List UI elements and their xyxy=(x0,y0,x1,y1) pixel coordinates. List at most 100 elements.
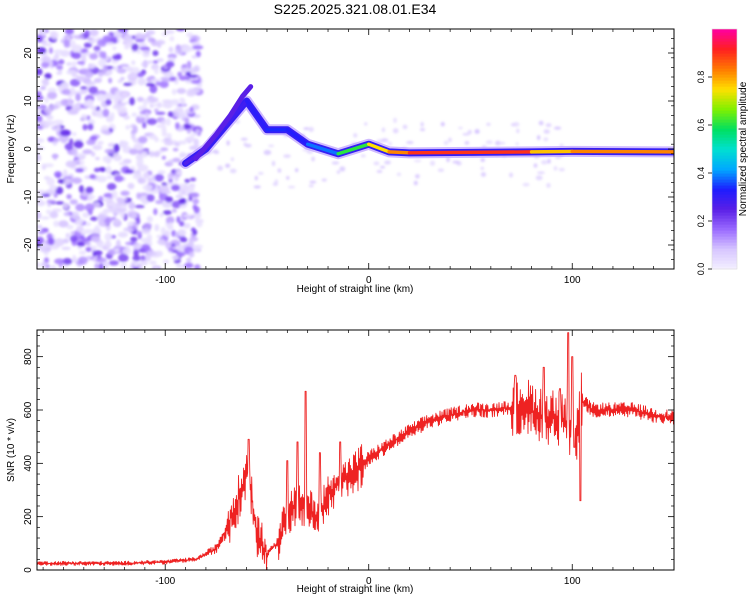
noise-speckle xyxy=(283,154,291,158)
noise-speckle xyxy=(165,216,175,224)
noise-speckle xyxy=(194,264,201,269)
noise-speckle xyxy=(149,260,157,266)
noise-speckle xyxy=(546,182,551,188)
noise-speckle xyxy=(161,182,168,187)
noise-speckle xyxy=(553,126,562,130)
noise-speckle xyxy=(287,185,296,189)
noise-speckle xyxy=(93,78,102,83)
noise-speckle xyxy=(113,143,120,152)
noise-speckle xyxy=(76,225,84,233)
noise-speckle xyxy=(41,193,51,197)
colorbar-strip xyxy=(712,80,737,84)
colorbar-strip xyxy=(712,95,737,99)
noise-speckle xyxy=(63,176,73,180)
noise-speckle xyxy=(146,250,157,257)
noise-speckle xyxy=(133,266,139,269)
noise-speckle xyxy=(88,86,99,94)
noise-speckle xyxy=(177,140,187,145)
snr-plot-area xyxy=(37,330,674,570)
noise-speckle xyxy=(138,136,148,144)
noise-speckle xyxy=(167,172,174,180)
noise-speckle xyxy=(309,180,317,184)
noise-speckle xyxy=(112,66,118,71)
colorbar-tick-label: 0.8 xyxy=(696,71,706,84)
colorbar-strip xyxy=(712,98,737,102)
colorbar-strip xyxy=(712,224,737,228)
noise-speckle xyxy=(50,31,59,40)
noise-speckle xyxy=(58,220,69,228)
noise-speckle xyxy=(230,157,235,162)
noise-speckle xyxy=(102,198,113,202)
noise-speckle xyxy=(189,88,201,94)
noise-speckle xyxy=(40,29,46,36)
noise-speckle xyxy=(70,40,76,49)
noise-speckle xyxy=(376,170,383,173)
noise-speckle xyxy=(90,234,101,243)
noise-speckle xyxy=(97,242,105,249)
noise-speckle xyxy=(132,125,138,134)
noise-speckle xyxy=(146,233,153,242)
noise-speckle xyxy=(56,124,61,132)
noise-speckle xyxy=(263,149,272,156)
noise-speckle xyxy=(152,60,159,64)
noise-speckle xyxy=(53,49,64,54)
noise-speckle xyxy=(181,185,190,192)
noise-speckle xyxy=(66,69,77,75)
noise-speckle xyxy=(83,29,91,38)
noise-speckle xyxy=(114,218,120,225)
noise-speckle xyxy=(83,228,94,234)
noise-speckle xyxy=(120,190,130,196)
noise-speckle xyxy=(189,185,195,192)
noise-speckle xyxy=(156,124,166,128)
noise-speckle xyxy=(85,81,96,86)
snr-xlabel: Height of straight line (km) xyxy=(297,584,414,595)
noise-speckle xyxy=(85,186,94,194)
noise-speckle xyxy=(98,263,104,269)
ridge-segment xyxy=(367,142,391,154)
noise-speckle xyxy=(82,124,88,131)
noise-speckle xyxy=(195,129,201,134)
noise-speckle xyxy=(176,251,186,257)
noise-speckle xyxy=(178,229,186,237)
noise-speckle xyxy=(321,178,327,182)
noise-speckle xyxy=(373,161,380,166)
noise-speckle xyxy=(106,202,115,207)
noise-speckle xyxy=(161,119,166,125)
noise-speckle xyxy=(142,33,151,38)
colorbar-gradient xyxy=(712,29,737,270)
colorbar-strip xyxy=(712,74,737,78)
noise-speckle xyxy=(89,105,98,110)
noise-speckle xyxy=(171,208,177,213)
noise-speckle xyxy=(462,133,470,136)
noise-speckle xyxy=(190,79,201,84)
noise-speckle xyxy=(162,78,172,83)
noise-speckle xyxy=(90,216,99,221)
noise-speckle-layer xyxy=(37,29,565,269)
noise-speckle xyxy=(64,29,75,35)
spectrogram-ytick-label: -10 xyxy=(23,189,34,204)
colorbar-strip xyxy=(712,173,737,177)
noise-speckle xyxy=(99,167,106,172)
noise-speckle xyxy=(168,46,174,53)
noise-speckle xyxy=(179,97,185,103)
noise-speckle xyxy=(53,171,62,178)
noise-speckle xyxy=(499,141,506,145)
colorbar-strip xyxy=(712,239,737,243)
noise-speckle xyxy=(193,138,199,147)
colorbar-strip xyxy=(712,47,737,51)
noise-speckle xyxy=(156,239,166,245)
noise-speckle xyxy=(145,254,152,262)
noise-speckle xyxy=(139,46,150,51)
noise-speckle xyxy=(84,203,95,212)
noise-speckle xyxy=(136,217,141,225)
noise-speckle xyxy=(83,42,93,48)
noise-speckle xyxy=(165,61,175,68)
noise-speckle xyxy=(331,161,340,165)
noise-speckle xyxy=(106,175,113,180)
ridge-segment xyxy=(224,99,249,127)
noise-speckle xyxy=(62,257,73,265)
noise-speckle xyxy=(547,158,551,164)
noise-speckle xyxy=(192,45,204,50)
colorbar-strip xyxy=(712,185,737,189)
noise-speckle xyxy=(66,194,72,200)
